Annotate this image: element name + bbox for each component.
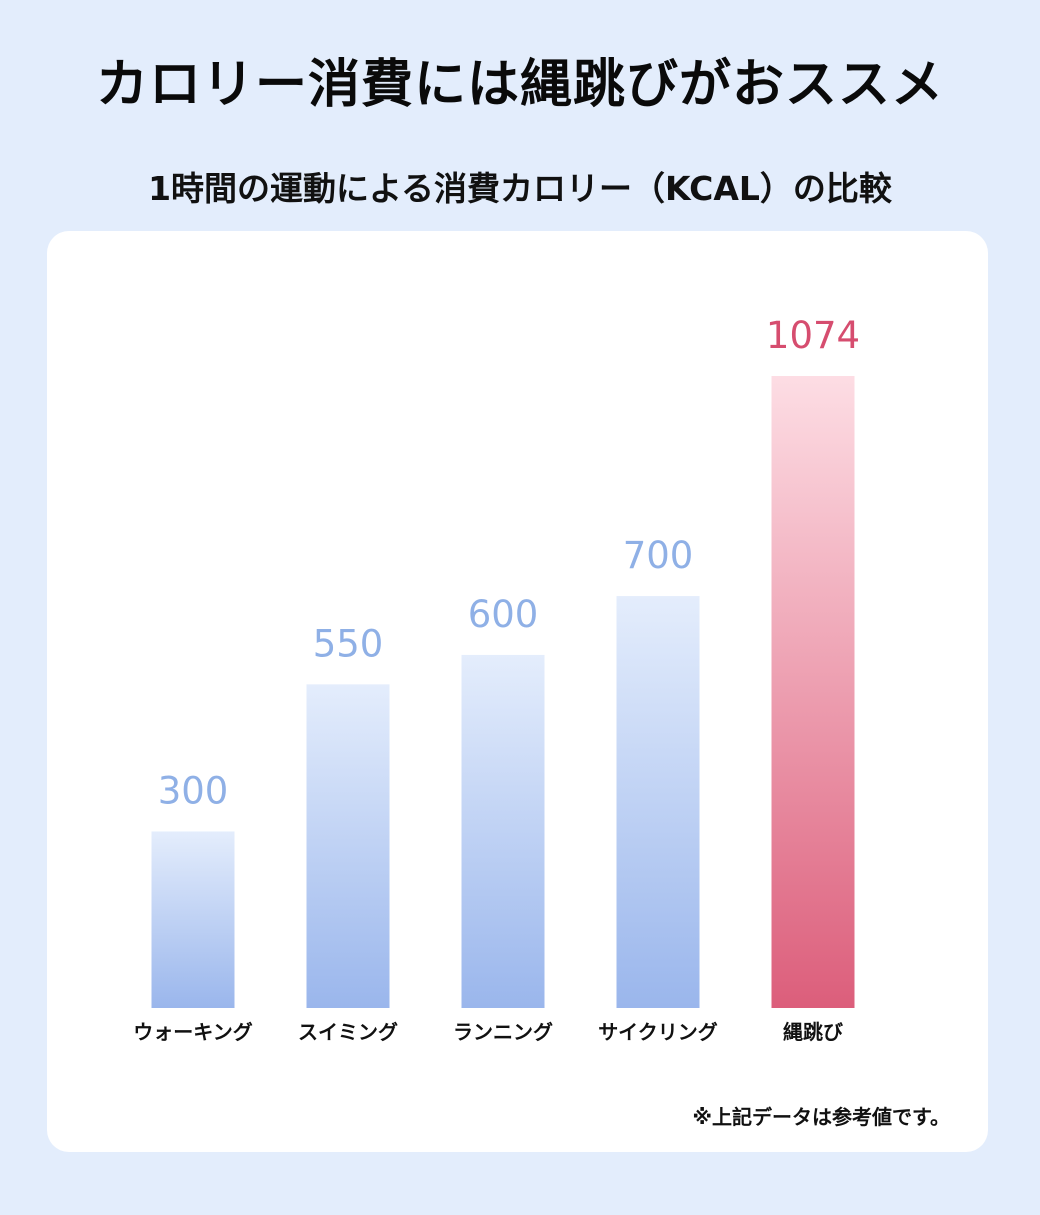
category-label-1: ウォーキング: [133, 1020, 252, 1044]
bar-5: [771, 376, 855, 1008]
category-label-5: 縄跳び: [783, 1020, 844, 1044]
category-label-2: スイミング: [298, 1020, 398, 1044]
reference-note: ※上記データは参考値です。: [692, 1105, 950, 1129]
value-label-1: 300: [158, 769, 229, 812]
category-label-4: サイクリング: [598, 1020, 718, 1044]
bar-3: [461, 654, 545, 1008]
chart-card: 300 550 600 700 1074 ウォーキング スイミング ランニング サイクリング 縄…: [47, 231, 988, 1152]
bar-1: [151, 831, 235, 1008]
bar-4: [616, 596, 700, 1008]
bar-2: [306, 684, 390, 1008]
chart-subtitle: 1時間の運動による消費カロリー（KCAL）の比較: [148, 169, 892, 208]
value-label-5: 1074: [766, 314, 860, 357]
category-label-3: ランニング: [453, 1020, 553, 1044]
bar-chart: 300 550 600 700 1074 ウォーキング スイミング ランニング サイクリング 縄…: [133, 314, 860, 1044]
page-title: カロリー消費には縄跳びがおススメ: [95, 55, 944, 115]
value-label-4: 700: [623, 534, 694, 577]
value-label-3: 600: [468, 593, 539, 636]
value-label-2: 550: [313, 622, 384, 665]
